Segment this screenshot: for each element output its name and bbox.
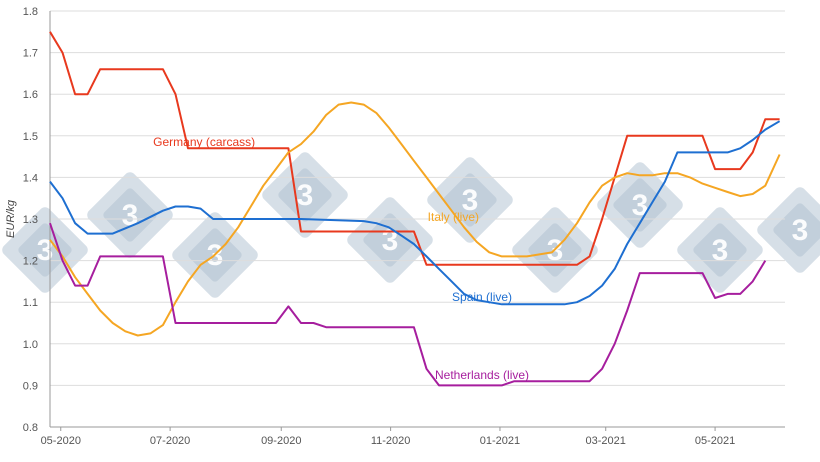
series-label-germany-carcass: Germany (carcass) xyxy=(153,135,255,149)
watermark-logo: 3 xyxy=(262,152,348,238)
series-line-germany-carcass xyxy=(49,31,780,266)
x-tick-label: 01-2021 xyxy=(480,435,520,447)
watermark-text: 3 xyxy=(632,189,649,222)
y-tick-label: 1.0 xyxy=(23,339,38,351)
series-line-italy-live xyxy=(49,101,781,337)
watermark-text: 3 xyxy=(462,184,479,217)
x-tick-label: 11-2020 xyxy=(371,435,411,447)
watermark-logo: 3 xyxy=(757,187,820,273)
y-tick-label: 1.7 xyxy=(23,48,38,60)
y-tick-label: 1.1 xyxy=(23,297,38,309)
x-tick-label: 05-2020 xyxy=(41,435,81,447)
x-tick-label: 03-2021 xyxy=(586,435,626,447)
y-axis-title: EUR/kg xyxy=(5,199,17,238)
watermark-text: 3 xyxy=(712,234,729,267)
series xyxy=(49,31,781,387)
series-labels: Germany (carcass) Italy (live) Spain (live… xyxy=(153,135,529,382)
watermark-logo: 3 xyxy=(427,157,513,243)
x-tick-label: 05-2021 xyxy=(695,435,735,447)
x-tick-label: 07-2020 xyxy=(150,435,190,447)
y-tick-label: 1.6 xyxy=(23,89,38,101)
series-label-italy-live: Italy (live) xyxy=(428,210,479,224)
watermark-logo: 3 xyxy=(87,172,173,258)
y-tick-label: 0.8 xyxy=(23,422,38,434)
axes: 0.8 0.9 1.0 1.1 1.2 1.3 1.4 1.5 1.6 1.7 1.8 EUR/kg 0… xyxy=(5,6,785,447)
y-tick-label: 1.2 xyxy=(23,256,38,268)
watermark-text: 3 xyxy=(297,179,314,212)
y-tick-label: 1.5 xyxy=(23,131,38,143)
watermark-text: 3 xyxy=(37,234,54,267)
series-line-spain-live xyxy=(49,120,781,306)
series-line-netherlands-live xyxy=(49,222,767,387)
series-label-netherlands-live: Netherlands (live) xyxy=(435,368,529,382)
y-tick-label: 1.3 xyxy=(23,214,38,226)
watermark-logo: 3 xyxy=(677,207,763,293)
watermark-logo: 3 xyxy=(597,162,683,248)
x-tick-label: 09-2020 xyxy=(261,435,301,447)
watermark-logo: 3 xyxy=(2,207,88,293)
series-label-spain-live: Spain (live) xyxy=(452,290,512,304)
y-tick-label: 1.4 xyxy=(23,172,38,184)
grid xyxy=(50,10,785,386)
watermark-text: 3 xyxy=(792,214,809,247)
y-tick-label: 0.9 xyxy=(23,380,38,392)
y-tick-label: 1.8 xyxy=(23,6,38,18)
watermark-logo: 3 xyxy=(347,197,433,283)
